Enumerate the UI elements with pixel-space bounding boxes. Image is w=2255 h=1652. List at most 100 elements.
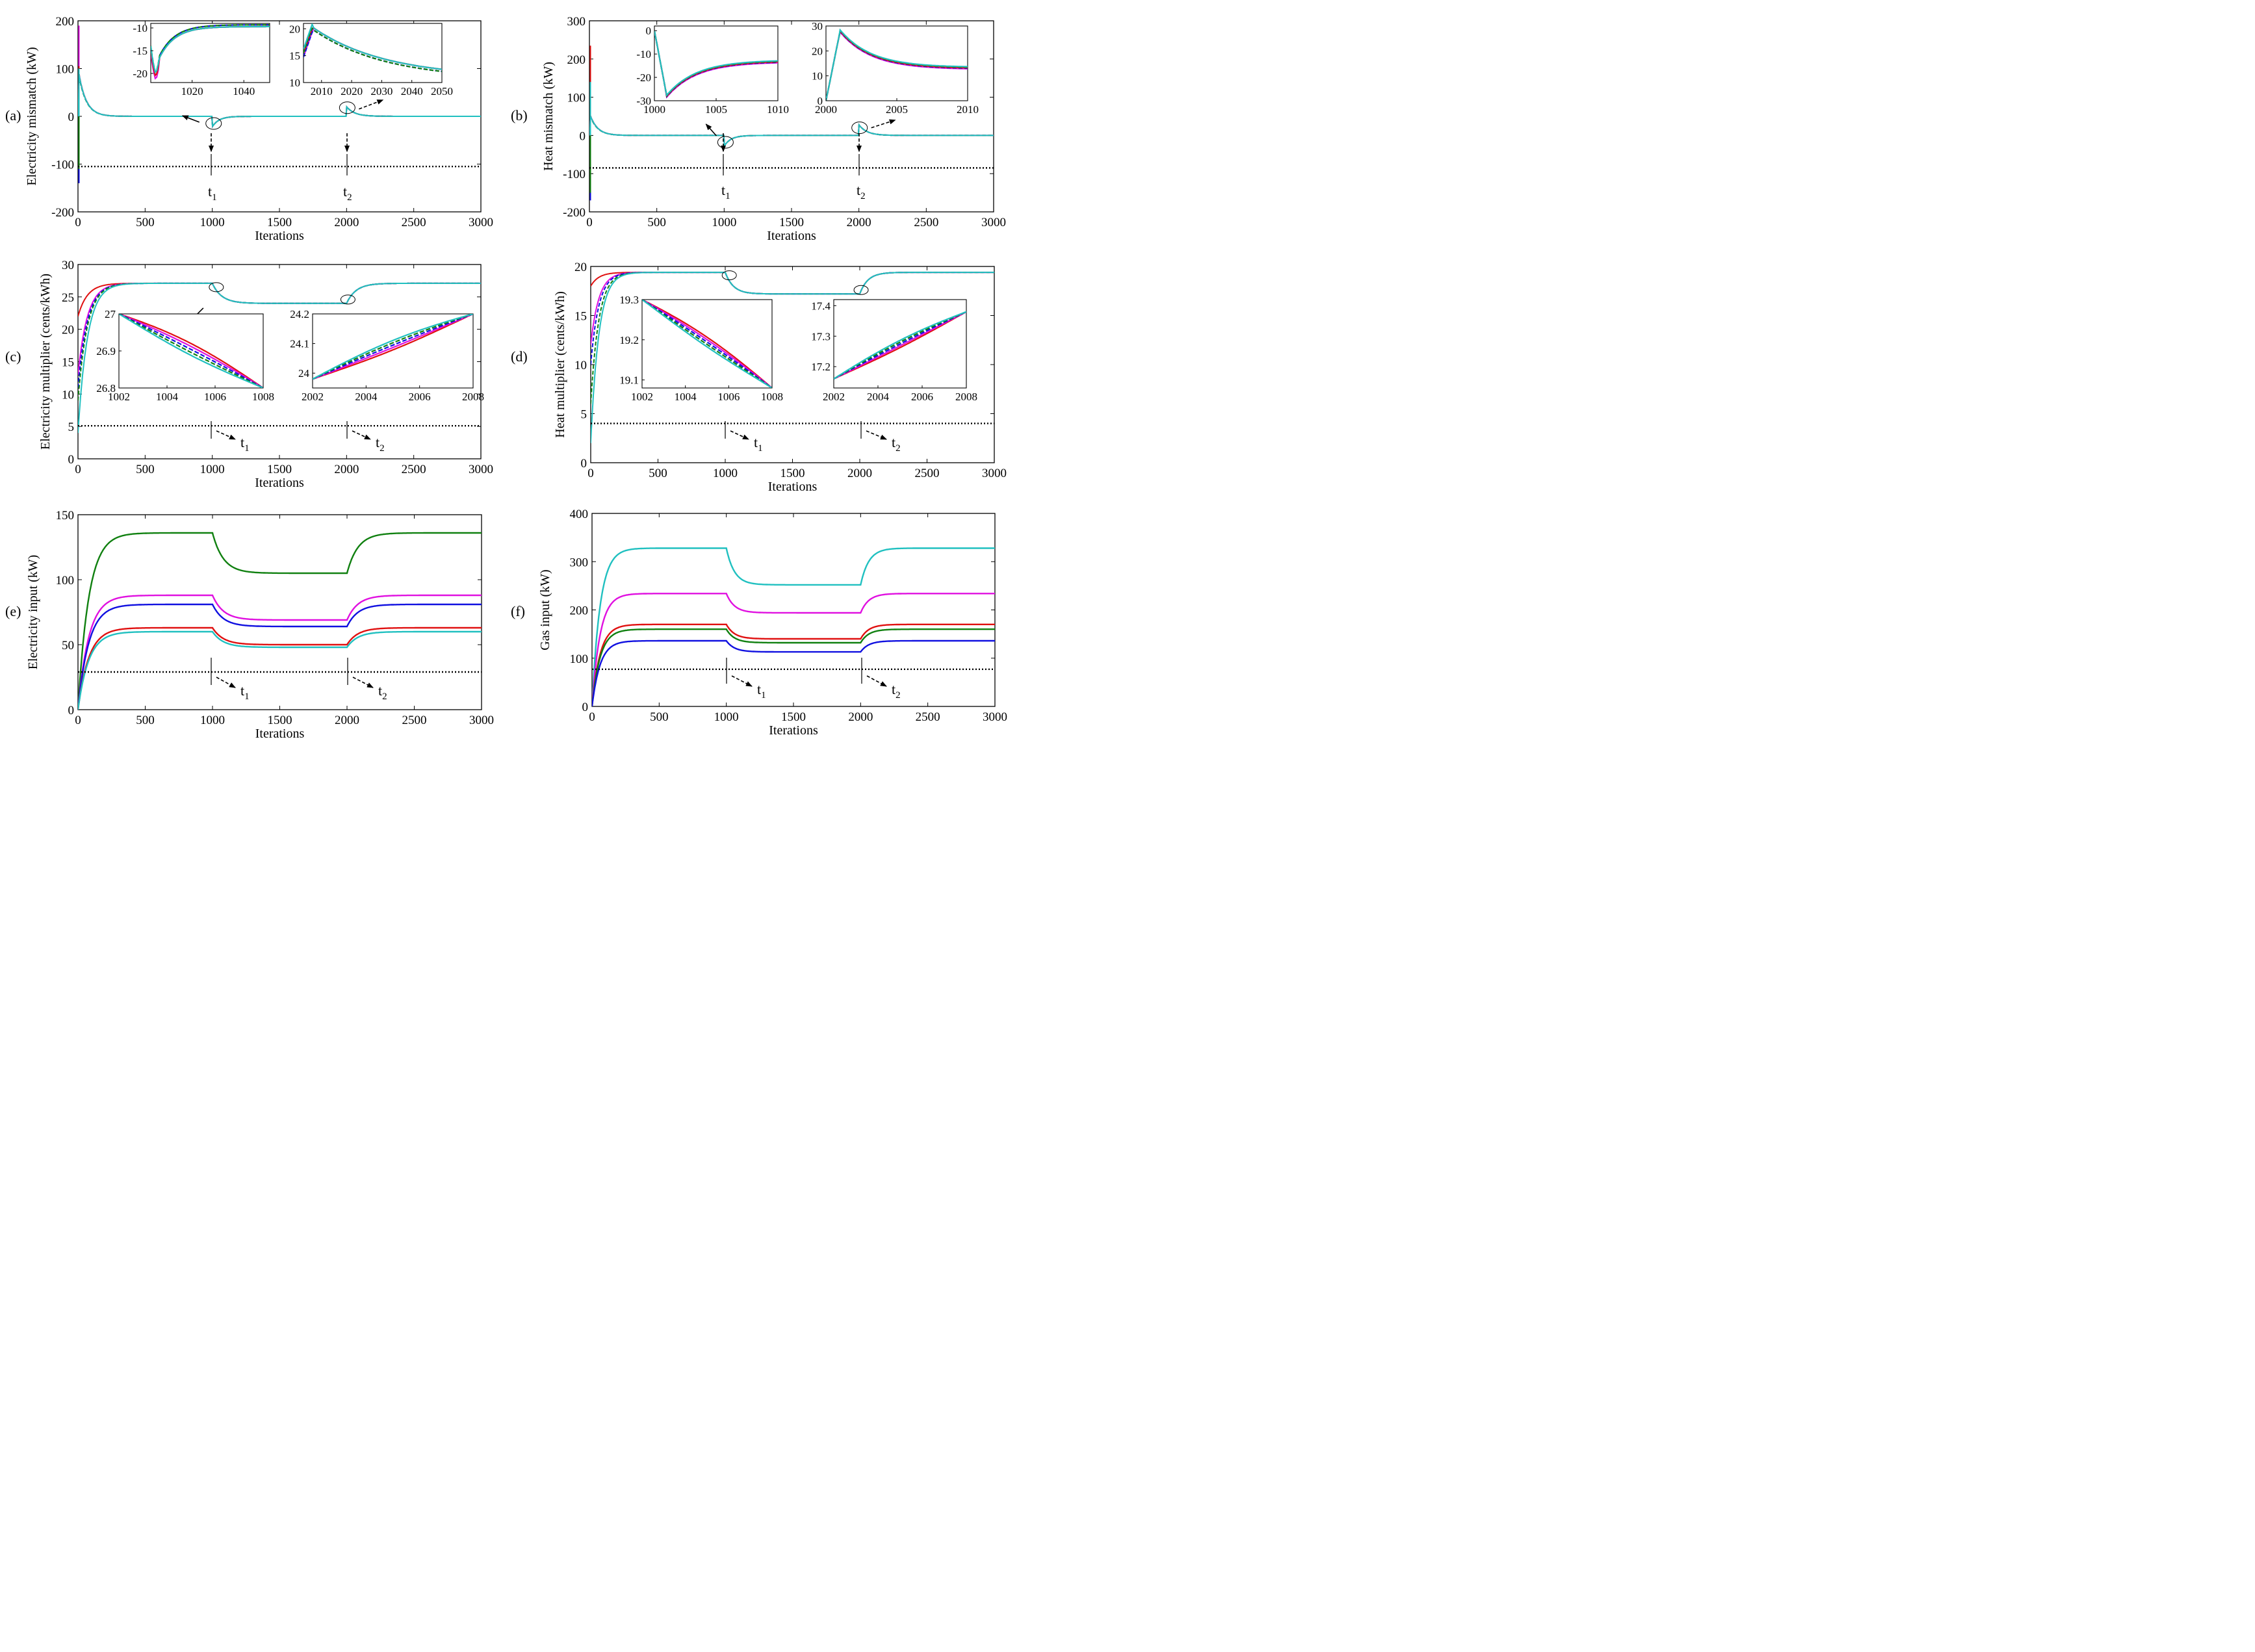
- series-line-magenta: [78, 594, 482, 710]
- inset-series-line-cyan: [151, 25, 270, 73]
- y-tick-label: 150: [56, 509, 75, 523]
- x-tick-label: 500: [136, 216, 155, 229]
- series-line-blue: [592, 639, 995, 706]
- x-tick-label: 2500: [915, 467, 940, 480]
- zoom-arrow: [359, 99, 384, 110]
- y-tick-label: 300: [567, 15, 586, 29]
- inset-x-tick-label: 1000: [643, 103, 665, 116]
- series-line-blue: [78, 603, 482, 710]
- series-group: [589, 45, 994, 201]
- series-line-blue: [589, 116, 994, 148]
- y-tick-label: 10: [62, 388, 74, 402]
- inset-series-line-magenta: [119, 314, 263, 388]
- x-tick-label: 2000: [847, 216, 871, 229]
- axes-frame: [77, 514, 482, 710]
- inset-x-tick-label: 1040: [233, 85, 255, 97]
- x-axis-label: Iterations: [255, 229, 304, 243]
- y-tick-label: 50: [62, 639, 74, 652]
- y-tick-label: 0: [581, 457, 587, 471]
- inset-x-tick-label: 2004: [355, 391, 378, 403]
- inset-x-tick-label: 1020: [181, 85, 203, 97]
- inset-y-tick-label: 17.4: [811, 300, 831, 312]
- panel-d: 0 500 1000 1500 2000 2500 3000 0 5 10 15 20 Iteratio…: [511, 261, 1007, 494]
- inset-series-line-cyan: [303, 23, 442, 70]
- series-line-cyan: [78, 282, 481, 433]
- x-tick-label: 1500: [268, 714, 292, 727]
- inset-y-tick-label: 19.2: [619, 334, 639, 346]
- zoom-arrow: [181, 115, 200, 123]
- x-tick-label: 2500: [402, 216, 426, 229]
- inset-series-line-blue: [313, 314, 473, 380]
- panel-label: (c): [5, 348, 21, 365]
- inset-y-tick-label: 19.1: [619, 374, 639, 387]
- panel-f: 0 500 1000 1500 2000 2500 3000 0 100 200 300 400 Ite…: [511, 508, 1007, 738]
- series-line-cyan: [589, 116, 994, 148]
- event-label-t1: t1: [721, 182, 730, 201]
- y-tick-label: 100: [567, 92, 586, 105]
- y-tick-label: -100: [51, 159, 74, 172]
- series-line-cyan: [78, 630, 482, 710]
- x-tick-label: 2000: [847, 467, 872, 480]
- y-axis-label: Gas input (kW): [538, 569, 552, 650]
- inset-plot: 2010 2020 2030 2040 2050 20 15 10: [289, 23, 453, 97]
- event-label-t1: t1: [754, 434, 763, 454]
- inset-y-tick-label: -20: [133, 68, 148, 80]
- inset-frame: [303, 23, 443, 83]
- x-tick-label: 1000: [712, 216, 736, 229]
- inset-y-tick-label: 15: [289, 50, 300, 62]
- x-tick-label: 3000: [469, 714, 494, 727]
- inset-series-line-green: [642, 300, 772, 388]
- x-tick-label: 2000: [848, 710, 873, 724]
- inset-series-line-green: [303, 27, 442, 72]
- inset-y-tick-label: 10: [289, 77, 300, 89]
- panel-label: (d): [511, 348, 528, 365]
- inset-series-line-red: [834, 311, 966, 380]
- y-tick-label: 0: [68, 704, 75, 717]
- y-axis-label: Electricity input (kW): [26, 555, 40, 670]
- inset-y-tick-label: 24: [298, 367, 310, 380]
- x-tick-label: 0: [586, 216, 593, 229]
- series-group: [78, 25, 481, 183]
- inset-y-tick-label: 20: [289, 23, 300, 35]
- x-tick-label: 2000: [335, 714, 359, 727]
- y-tick-label: 0: [580, 129, 586, 143]
- inset-x-tick-label: 1002: [108, 391, 130, 403]
- zoom-ellipse: [340, 294, 355, 305]
- inset-x-tick-label: 2000: [815, 103, 837, 116]
- inset-plot: 1002 1004 1006 1008 27 26.9 26.8: [96, 308, 274, 403]
- inset-x-tick-label: 1008: [252, 391, 274, 403]
- x-tick-label: 0: [587, 467, 594, 480]
- inset-plot: 1020 1040 -10 -15 -20: [133, 22, 270, 97]
- x-tick-label: 3000: [469, 463, 493, 476]
- inset-series-group: [119, 314, 263, 388]
- inset-y-tick-label: 24.2: [290, 308, 309, 320]
- panel-c: 0 500 1000 1500 2000 2500 3000 0 5 10 15 20 25 30 Iter…: [5, 259, 493, 490]
- inset-y-tick-label: 20: [812, 45, 823, 57]
- x-tick-label: 3000: [469, 216, 493, 229]
- inset-series-line-green: [834, 311, 966, 380]
- x-tick-label: 1500: [779, 216, 804, 229]
- x-tick-label: 0: [589, 710, 595, 724]
- zoom-arrow: [871, 119, 896, 129]
- series-line-red: [592, 623, 995, 706]
- series-group: [591, 272, 994, 443]
- inset-x-tick-label: 2006: [911, 391, 933, 403]
- inset-series-line-red: [313, 314, 473, 380]
- inset-x-tick-label: 1002: [631, 391, 653, 403]
- x-tick-label: 1000: [200, 463, 225, 476]
- y-tick-label: 20: [62, 324, 74, 337]
- inset-plot: 1002 1004 1006 1008 19.3 19.2 19.1: [619, 294, 783, 403]
- inset-x-tick-label: 2008: [462, 391, 484, 403]
- inset-y-tick-label: 26.8: [96, 382, 116, 394]
- x-tick-label: 1500: [781, 710, 806, 724]
- inset-series-line-blue: [642, 300, 772, 388]
- series-line-cyan: [78, 74, 481, 129]
- figure: 0 500 1000 1500 2000 2500 3000-200-1000100200I…: [5, 15, 1007, 741]
- inset-series-group: [151, 24, 270, 80]
- panel-e: 0 500 1000 1500 2000 2500 3000 0 50 100 150 Iterati…: [5, 509, 494, 741]
- x-tick-label: 2500: [402, 714, 427, 727]
- zoom-ellipse: [853, 285, 869, 295]
- x-tick-label: 2000: [334, 216, 359, 229]
- x-axis-label: Iterations: [768, 480, 818, 494]
- event-label-t2: t2: [343, 183, 352, 203]
